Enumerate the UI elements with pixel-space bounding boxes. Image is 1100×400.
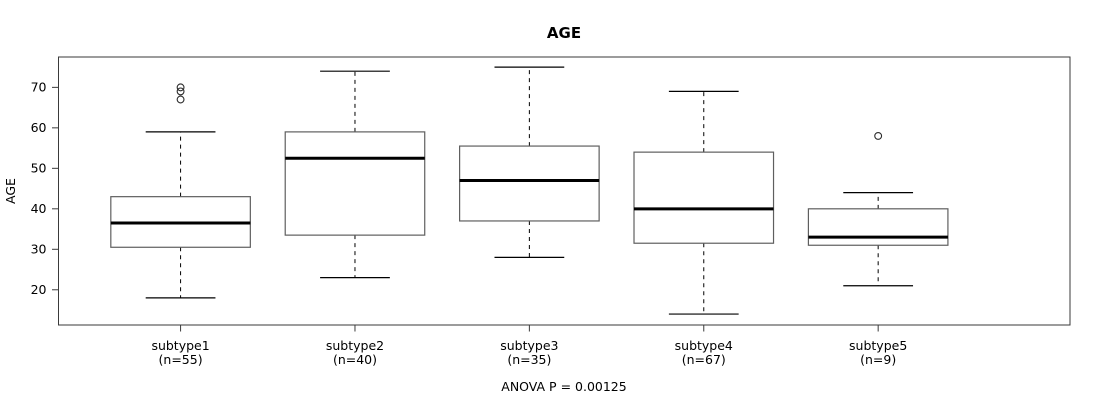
y-tick-label: 50 [31, 161, 47, 176]
category-label: subtype2 [326, 338, 384, 353]
category-sublabel: (n=40) [333, 352, 377, 367]
anova-annotation: ANOVA P = 0.00125 [501, 379, 627, 394]
category-sublabel: (n=35) [507, 352, 551, 367]
plot-border [58, 56, 1071, 326]
category-sublabel: (n=9) [860, 352, 896, 367]
y-axis-title: AGE [3, 178, 18, 204]
category-label: subtype4 [675, 338, 733, 353]
category-sublabel: (n=55) [159, 352, 203, 367]
y-tick-label: 40 [31, 201, 47, 216]
outlier-point-subtype1 [176, 87, 185, 96]
chart-title: AGE [546, 24, 582, 42]
category-label: subtype5 [849, 338, 907, 353]
box-subtype3 [459, 145, 600, 222]
category-label: subtype1 [151, 338, 209, 353]
outlier-point-subtype5 [874, 131, 883, 140]
y-tick-label: 20 [31, 282, 47, 297]
y-tick-label: 60 [31, 120, 47, 135]
category-label: subtype3 [500, 338, 558, 353]
category-sublabel: (n=67) [682, 352, 726, 367]
box-subtype4 [633, 151, 775, 244]
outlier-point-subtype1 [176, 95, 185, 104]
box-subtype2 [284, 131, 426, 236]
y-tick-label: 30 [31, 242, 47, 257]
outlier-point-subtype1 [176, 83, 185, 92]
box-subtype5 [807, 208, 949, 246]
y-tick-label: 70 [31, 80, 47, 95]
